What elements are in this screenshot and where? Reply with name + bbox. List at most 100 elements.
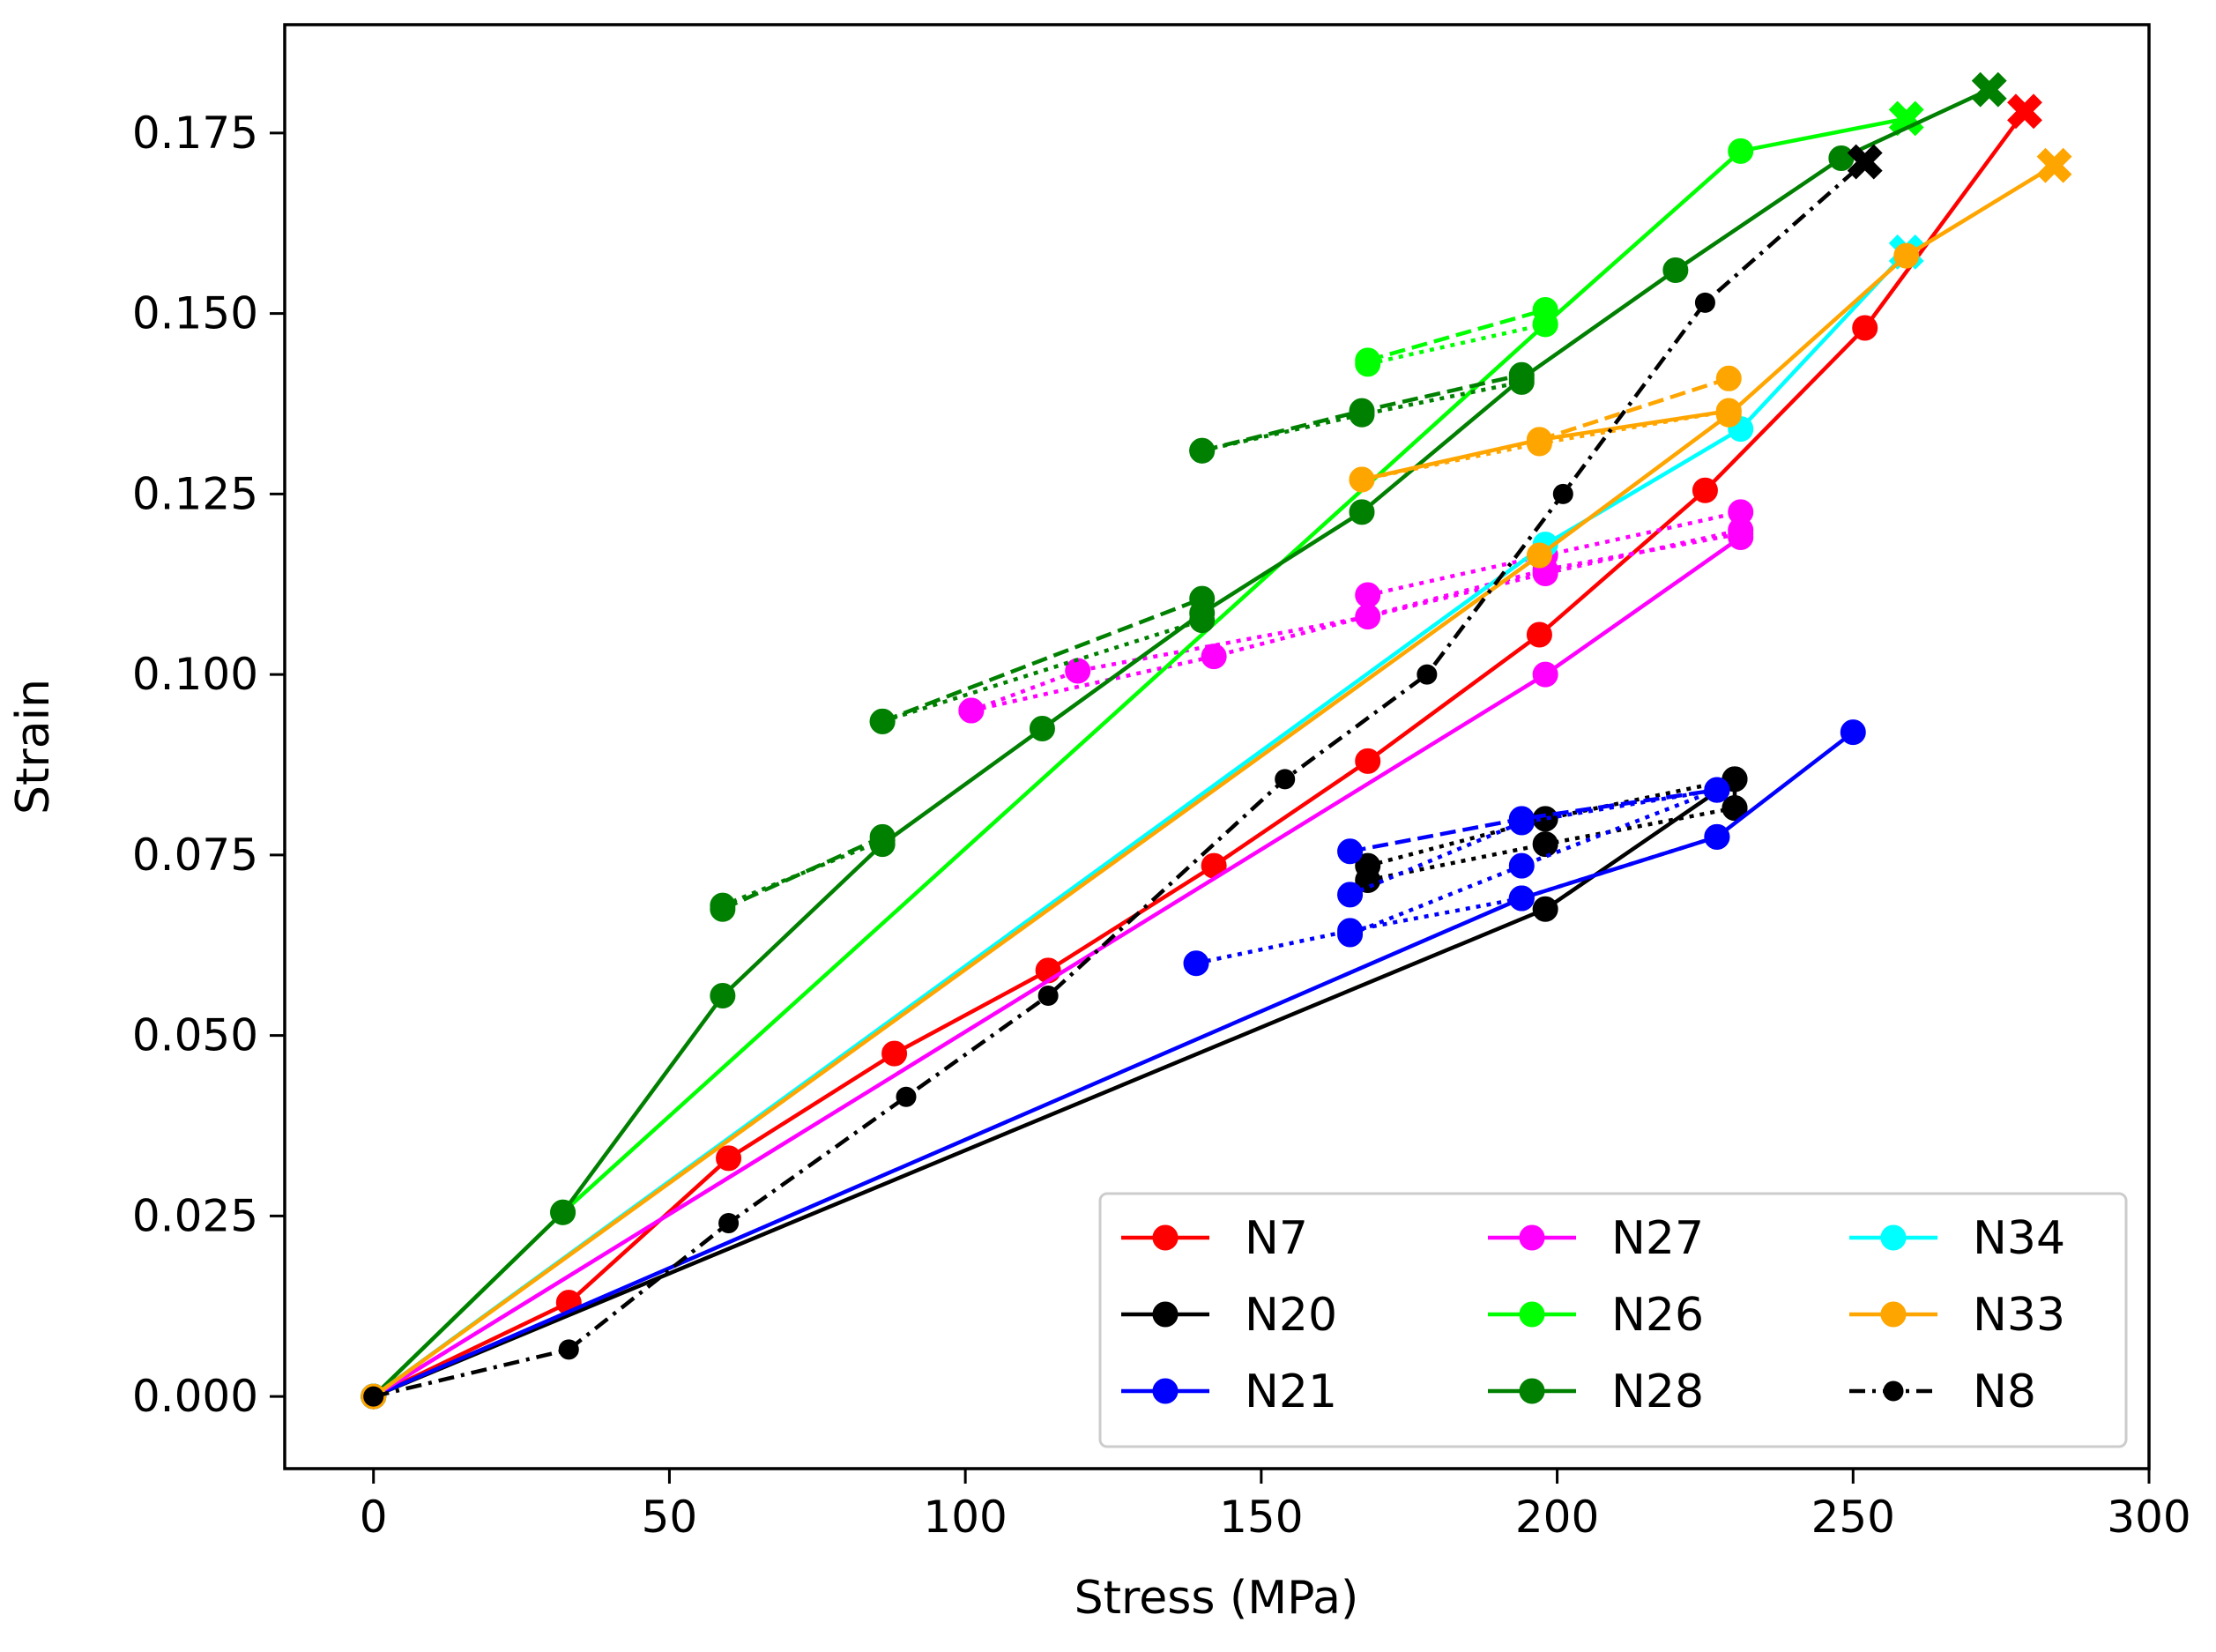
legend-marker-N21 [1152,1378,1179,1404]
y-tick-label-5: 0.125 [132,468,258,519]
series-N28-cycle-2-line [881,596,1203,724]
series-N8-point-8 [1694,292,1715,313]
series-N7-point-3 [881,1040,908,1067]
series-N27-cycle-1-point-1 [1065,658,1091,684]
series-N27-point-1 [1532,661,1558,688]
series-N28-cycle-5-point-1 [1349,401,1375,428]
series-N28-point-5 [1189,599,1216,626]
series-N26-cycle-1-line [1367,322,1546,367]
series-N28 [361,71,2007,1410]
series-N8-failure-marker [1847,144,1883,180]
legend-entry-N20: N20 [1121,1289,1337,1342]
series-N7-point-7 [1526,621,1552,648]
series-N28-point-9 [1828,145,1855,172]
y-tick-label-0: 0.000 [132,1371,258,1422]
series-N28-point-7 [1508,365,1535,391]
legend-entry-N21: N21 [1121,1366,1337,1418]
legend-marker-N27 [1519,1224,1545,1251]
series-N33-cycle-2-point-1 [1715,365,1742,391]
series-N28-point-6 [1349,499,1375,525]
series-N27-cycle-1-point-0 [958,697,985,724]
series-N34-line [372,250,1908,1398]
series-N8 [363,144,1883,1407]
series-N21-point-1 [1508,885,1535,912]
series-N28-cycle-1-point-0 [710,892,736,919]
series-N27-cycle-1-line [970,528,1742,713]
series-N8-point-1 [558,1339,579,1360]
x-tick-label-2: 100 [923,1492,1007,1543]
series-N28-cycle-5-line [1201,380,1522,453]
legend-marker-N8 [1883,1380,1904,1402]
series-N33-point-1 [1526,542,1552,569]
legend-marker-N26 [1519,1301,1545,1328]
series-N27-cycle-2-point-2 [1728,499,1754,525]
series-N8-point-0 [363,1386,384,1407]
series-N20-cycle-1-point-1 [1532,831,1558,858]
series-N28-cycle-5-point-0 [1189,437,1216,464]
series-N27-cycle-1-point-2 [1355,604,1381,630]
legend-entry-N7: N7 [1121,1212,1308,1265]
series-N21-cycle-3-point-2 [1704,777,1730,803]
x-tick-label-3: 150 [1219,1492,1303,1543]
legend-label-N27: N27 [1611,1212,1704,1265]
series-N33-point-3 [1893,242,1920,269]
legend-entry-N27: N27 [1488,1212,1704,1265]
series-N20-line [372,777,1737,1399]
series-N8-line [373,160,1867,1399]
series-N21-cycle-3-point-0 [1337,838,1364,865]
x-tick-label-5: 250 [1811,1492,1895,1543]
series-N33-point-2 [1715,401,1742,428]
legend-marker-N7 [1152,1224,1179,1251]
y-tick-label-3: 0.075 [132,830,258,881]
series-N33-failure-marker [2036,147,2072,183]
series-N8-point-6 [1417,664,1438,685]
series-N28-cycle-0-line [721,835,884,912]
y-tick-label-6: 0.150 [132,288,258,339]
y-tick-label-1: 0.025 [132,1190,258,1241]
series-N8-point-3 [896,1086,917,1107]
series-N20-point-3 [1721,795,1748,822]
legend-entry-N26: N26 [1488,1289,1704,1342]
series-N26-point-3 [1728,138,1754,164]
series-N7-point-9 [1852,315,1878,341]
series-N21-cycle-1-point-0 [1337,921,1364,948]
series-N27-cycle-2-point-0 [1355,582,1381,608]
legend-label-N20: N20 [1245,1289,1337,1342]
legend-label-N28: N28 [1611,1366,1704,1418]
series-N33-cycle-1-point-0 [1349,466,1375,493]
series-N26-point-2 [1532,311,1558,338]
series-N21-cycle-1-point-1 [1508,852,1535,879]
series-N28-point-1 [550,1199,576,1225]
legend-label-N7: N7 [1245,1212,1308,1265]
series-N27-cycle-0-point-1 [1201,644,1227,670]
legend-marker-N33 [1880,1301,1907,1328]
series-N8-point-7 [1552,483,1573,504]
legend-box [1098,1192,2128,1448]
series-N28-failure-marker [1971,71,2007,108]
series-N21-cycle-3-point-1 [1508,806,1535,832]
series-N26-failure-marker [1888,100,1924,137]
series-N28-cycle-3-point-0 [869,708,896,734]
series-N20-point-1 [1532,896,1558,922]
series-N21-cycle-0-point-0 [1183,950,1209,977]
legend-marker-N20 [1152,1301,1179,1328]
series-N27-point-2 [1728,524,1754,550]
series-N28-point-4 [1029,716,1055,742]
series-N21 [361,719,1866,1410]
series-N33-cycle-2-point-0 [1526,427,1552,453]
series-N21-cycle-2-point-0 [1337,882,1364,908]
x-tick-label-0: 0 [360,1492,388,1543]
legend-entry-N33: N33 [1849,1289,2065,1342]
series-N20 [361,766,1748,1410]
series-N21-line [372,730,1855,1399]
x-tick-label-6: 300 [2107,1492,2190,1543]
series-N8-point-4 [1037,986,1059,1007]
series-N21-point-2 [1704,823,1730,850]
legend-marker-N34 [1880,1224,1907,1251]
series-N33-cycle-2-line [1538,376,1729,443]
legend: N7 N20 N21 N27 N26 N28 N34 N33 N8 [1098,1192,2128,1448]
legend-entry-N34: N34 [1849,1212,2065,1265]
series-N26-cycle-0-line [1367,308,1546,362]
series-N8-point-2 [718,1213,740,1234]
